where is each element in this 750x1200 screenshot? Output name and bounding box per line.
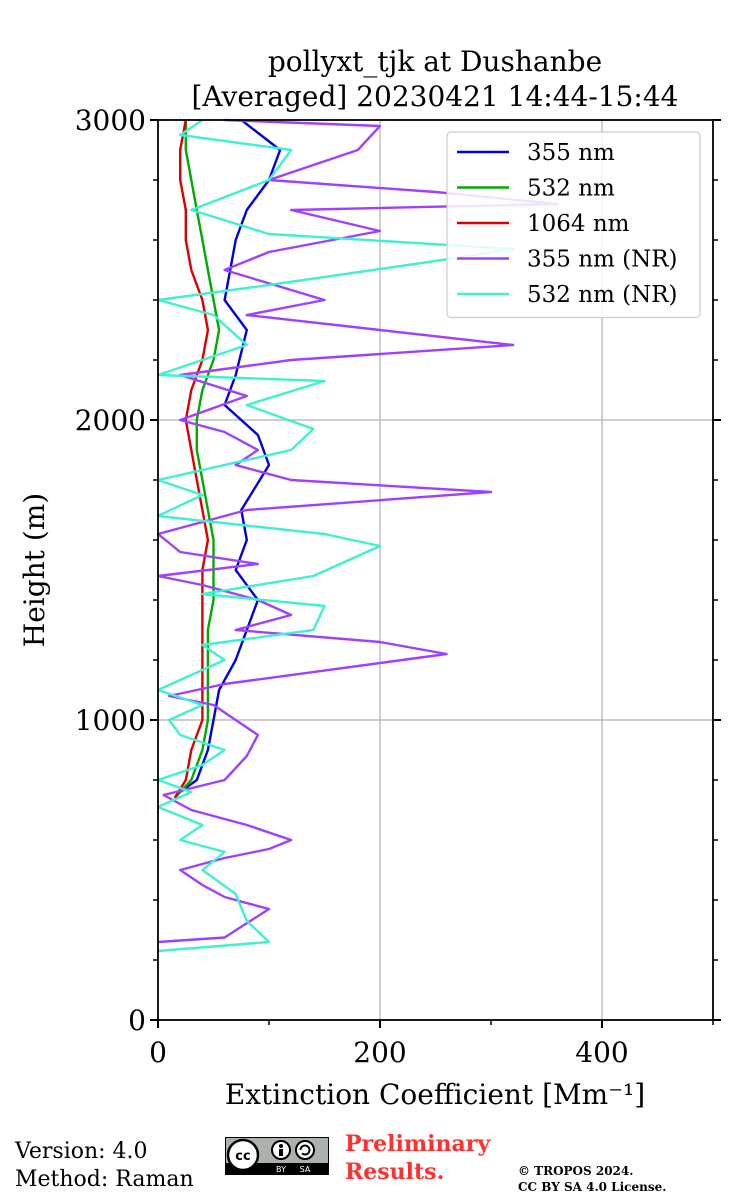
y-tick-label: 2000 [75,404,146,437]
series-line [173,119,210,799]
chart-title-line-2: [Averaged] 20230421 14:44-15:44 [192,80,679,113]
preliminary-line-1: Preliminary [345,1131,491,1157]
preliminary-results-text: Preliminary Results. [345,1130,490,1186]
copyright-line-1: © TROPOS 2024. [518,1164,634,1178]
x-tick-label: 200 [353,1036,406,1069]
series-line [179,119,282,793]
legend-label: 1064 nm [527,211,630,237]
x-tick-label: 0 [149,1036,167,1069]
chart-title-line-1: pollyxt_tjk at Dushanbe [268,45,602,78]
method-text: Method: Raman [15,1167,194,1192]
series-line [173,120,221,799]
by-badge-text: BY [276,1165,286,1174]
x-axis-label: Extinction Coefficient [Mm⁻¹] [225,1078,645,1111]
series-line [156,119,515,953]
copyright-line-2: CC BY SA 4.0 License. [518,1180,667,1194]
legend-label: 355 nm (NR) [527,247,678,273]
cc-badge-text: cc [235,1149,250,1164]
plot-frame [157,119,714,1021]
legend-box [446,131,701,319]
y-tick-label: 1000 [75,704,146,737]
copyright-text: © TROPOS 2024. CC BY SA 4.0 License. [518,1163,666,1195]
x-tick-label: 400 [575,1036,628,1069]
y-tick-label: 0 [128,1004,146,1037]
legend-label: 532 nm (NR) [527,282,678,308]
version-text: Version: 4.0 [15,1139,148,1164]
cc-by-sa-license-icon: cc BY SA [225,1137,329,1175]
legend: 355 nm 532 nm 1064 nm 355 nm (NR) 532 nm (NR… [446,131,701,319]
preliminary-line-2: Results. [345,1159,445,1185]
y-axis-label: Height (m) [18,493,51,647]
sa-badge-text: SA [300,1165,311,1174]
y-tick-label: 3000 [75,104,146,137]
legend-label: 532 nm [527,176,615,202]
series-line [156,118,559,944]
legend-label: 355 nm [527,140,615,166]
